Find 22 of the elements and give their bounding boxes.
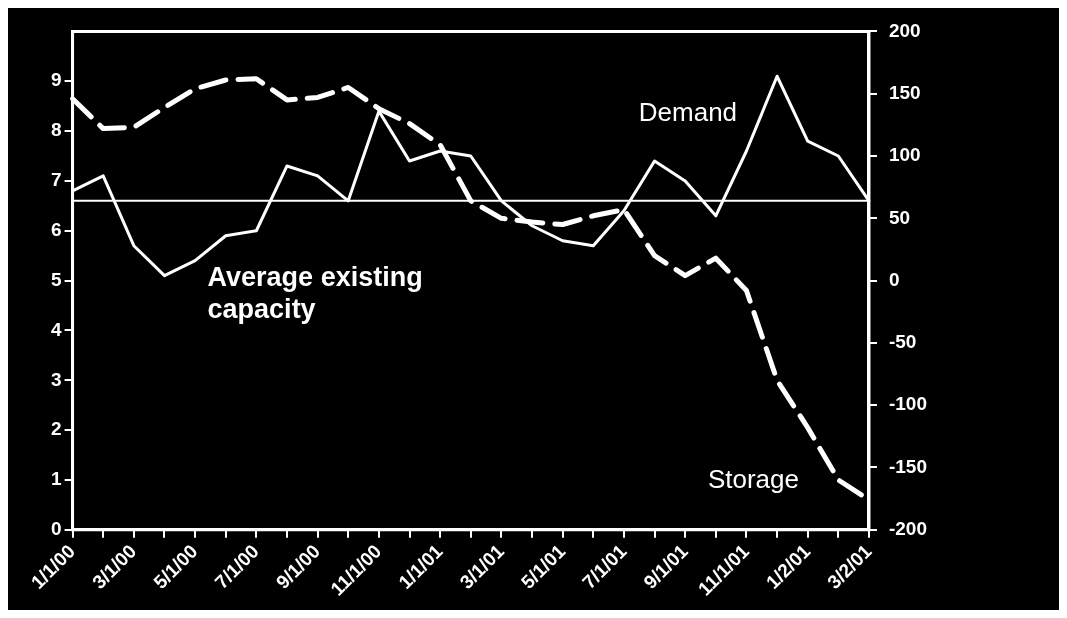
y2-tick-label: 200 [888, 19, 921, 41]
y2-tick-label: -200 [888, 518, 927, 540]
y2-tick-label: 0 [888, 268, 900, 290]
y2-tick-label: 100 [888, 144, 921, 166]
y2-tick-label: 150 [888, 81, 921, 103]
y-tick-label: 1 [50, 468, 62, 490]
ref-line-label: Average existing capacity [207, 261, 423, 324]
y-tick-label: 5 [50, 268, 62, 290]
y-tick-label: 9 [50, 69, 62, 91]
y-tick-label: 3 [50, 368, 62, 390]
y-tick-label: 6 [50, 218, 62, 240]
y-tick-label: 4 [50, 318, 62, 340]
y-tick-label: 7 [50, 169, 62, 191]
y2-tick-label: -100 [888, 393, 927, 415]
y-tick-label: 0 [50, 518, 62, 540]
series-label: Storage [707, 463, 799, 494]
y-tick-label: 8 [50, 119, 62, 141]
y-tick-label: 2 [50, 418, 62, 440]
y2-tick-label: 50 [888, 206, 911, 228]
series-label: Demand [638, 97, 738, 128]
y2-tick-label: -50 [888, 331, 917, 353]
y2-tick-label: -150 [888, 455, 927, 477]
